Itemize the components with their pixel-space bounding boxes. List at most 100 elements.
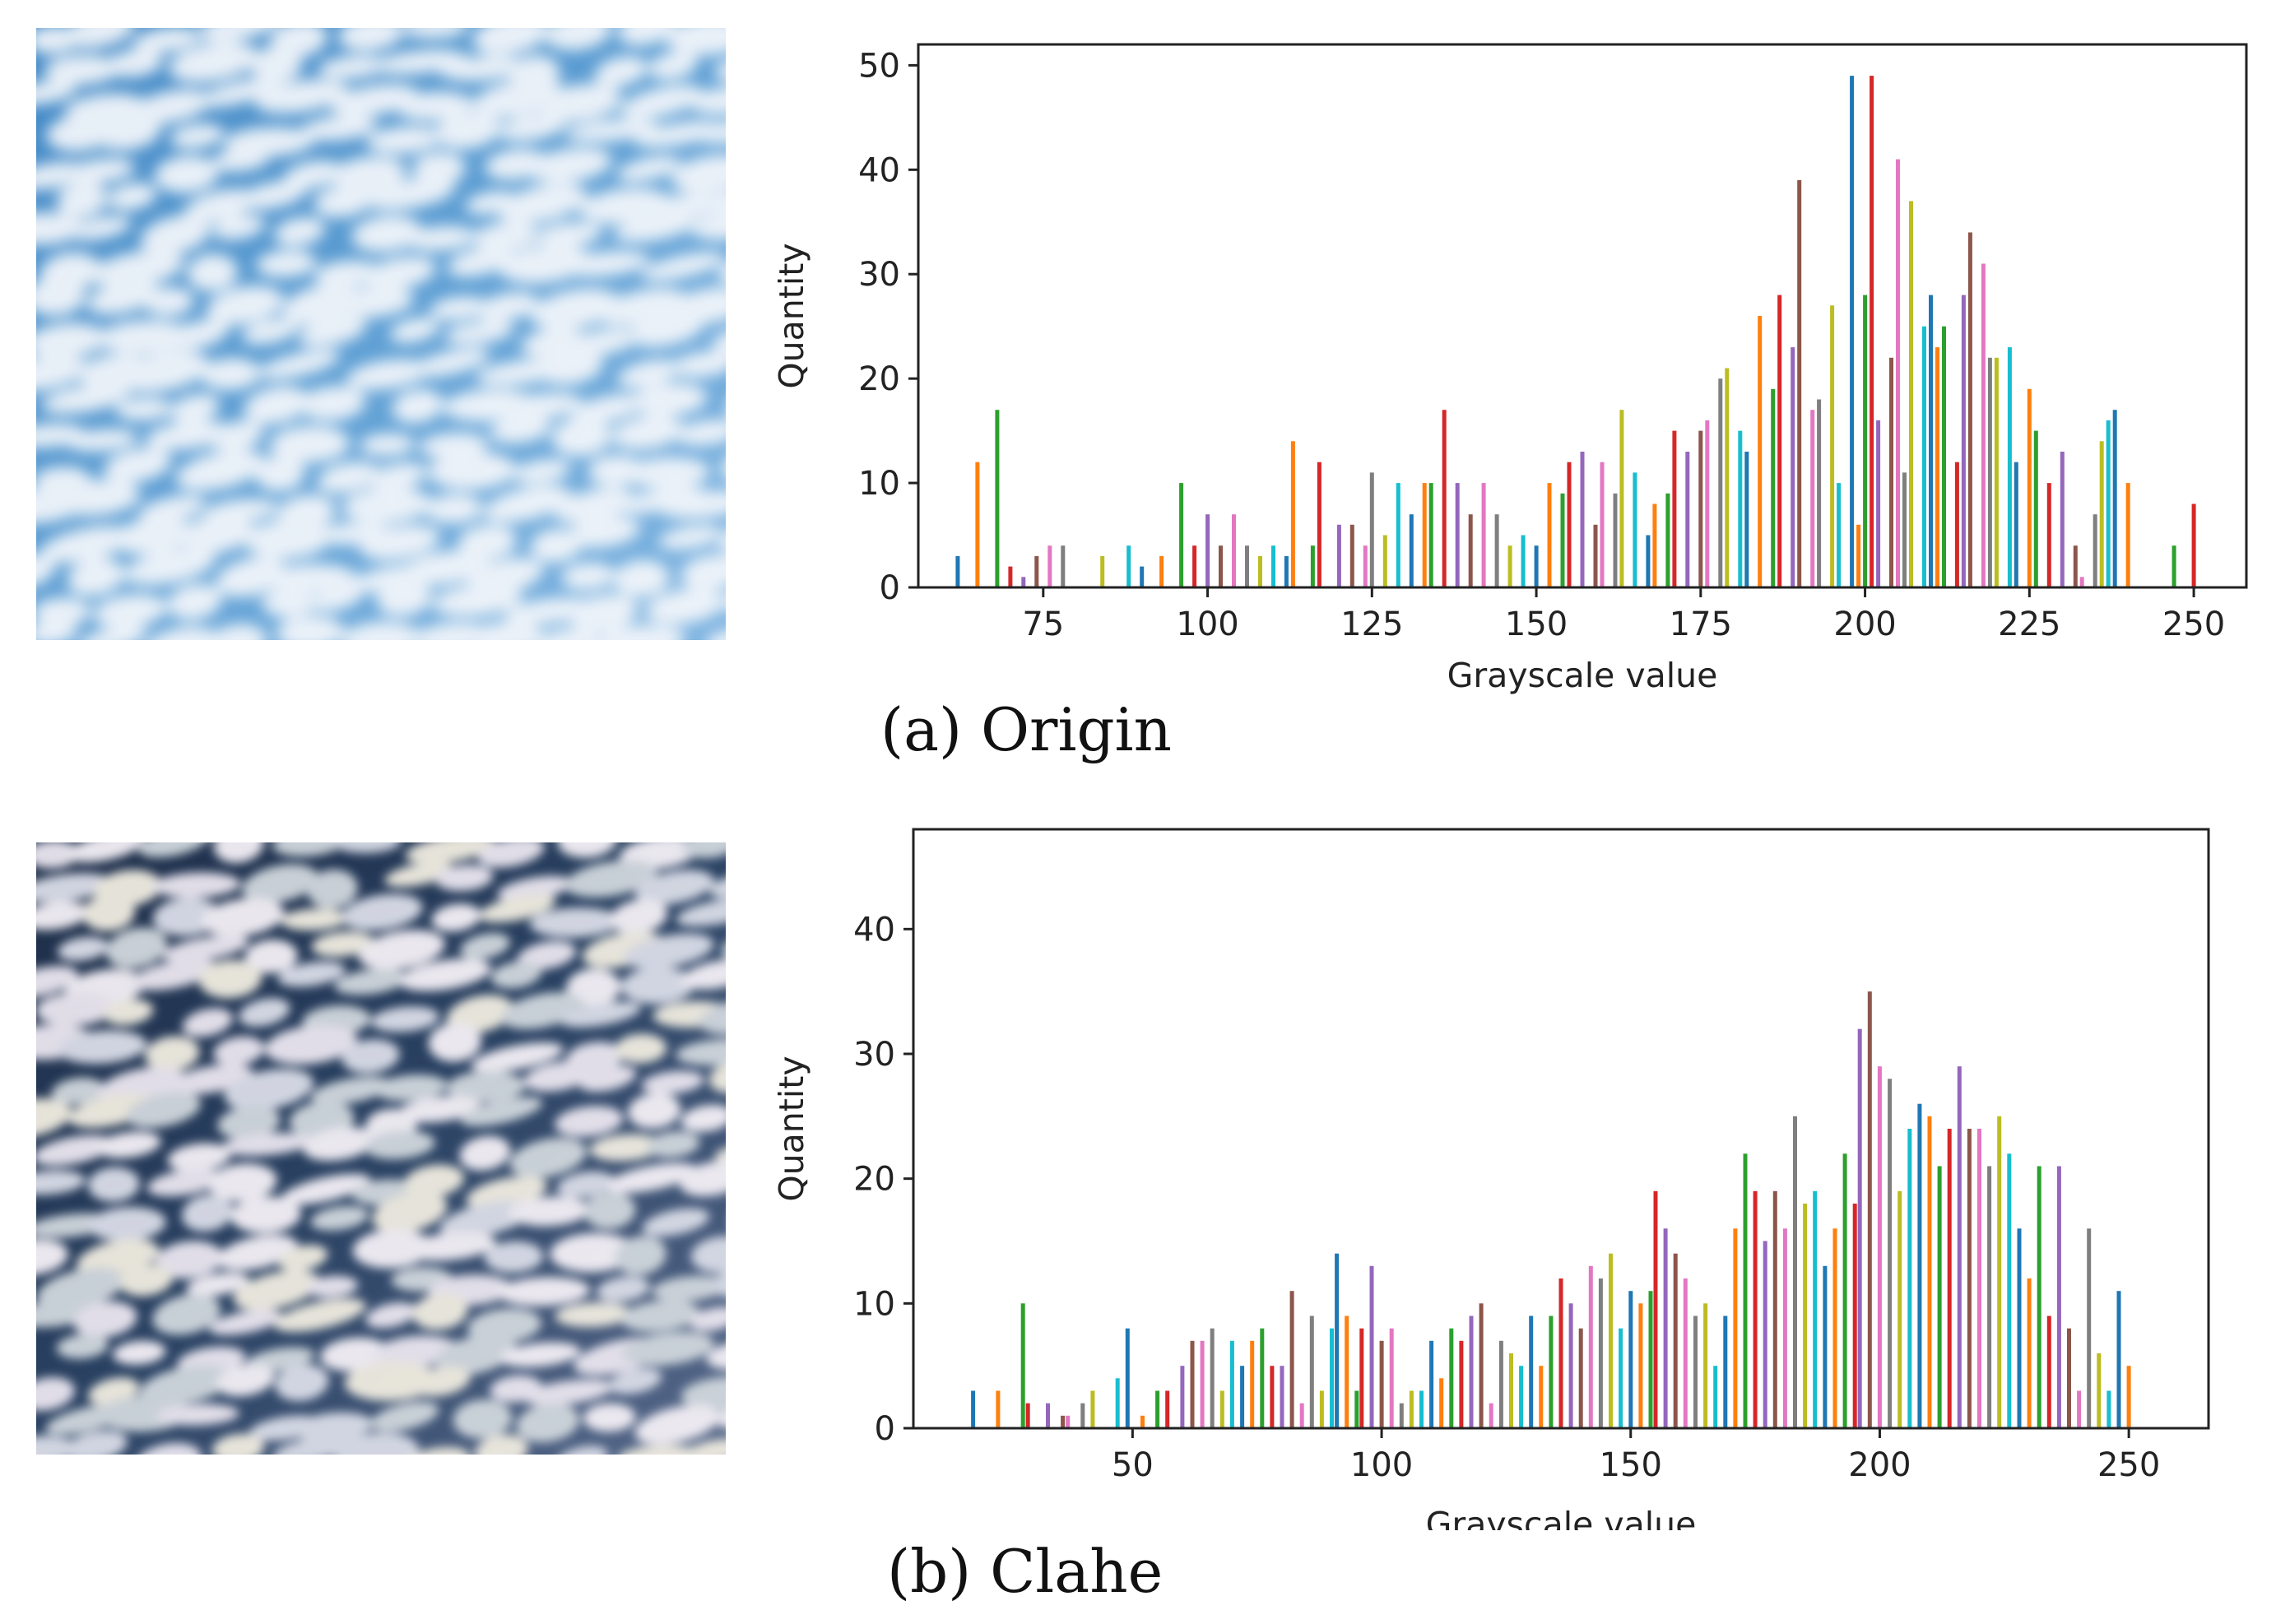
histogram-bar <box>1830 305 1835 587</box>
x-tick-label: 175 <box>1670 606 1732 643</box>
y-tick-label: 10 <box>853 1285 895 1323</box>
histogram-bar <box>1797 180 1802 587</box>
histogram-bar <box>1810 410 1815 587</box>
histogram-bar <box>1165 1390 1170 1428</box>
histogram-bar <box>1909 201 1913 587</box>
histogram-bar <box>1219 545 1223 587</box>
histogram-bar <box>1354 1390 1359 1428</box>
histogram-bar <box>2087 1228 2092 1428</box>
histogram-bar <box>1379 1340 1384 1428</box>
histogram-bar <box>1823 1265 1828 1428</box>
histogram-bar <box>1837 483 1842 587</box>
histogram-bar <box>1232 514 1236 587</box>
histogram-bar <box>1534 545 1539 587</box>
y-tick-label: 50 <box>858 47 900 85</box>
histogram-bar <box>2126 1366 2131 1428</box>
histogram-bar <box>2007 347 2012 587</box>
x-tick-label: 250 <box>2097 1446 2160 1484</box>
histogram-bar <box>1200 1340 1205 1428</box>
histogram-bar <box>1021 577 1026 587</box>
histogram-bar <box>1245 545 1249 587</box>
histogram-bar <box>996 1390 1001 1428</box>
sky-photo-clahe <box>36 842 726 1455</box>
histogram-bar <box>1363 545 1368 587</box>
histogram-bar <box>1330 1328 1334 1428</box>
histogram-bar <box>1560 493 1565 587</box>
histogram-bar <box>1468 514 1473 587</box>
y-axis-label: Quantity <box>772 243 811 388</box>
histogram-bar <box>2079 577 2084 587</box>
histogram-bar <box>1180 1366 1185 1428</box>
histogram-bar <box>1449 1328 1454 1428</box>
histogram-bar <box>1856 524 1861 587</box>
histogram-bar <box>1115 1378 1120 1428</box>
histogram-bar <box>1034 555 1039 587</box>
histogram-bar <box>2067 1328 2071 1428</box>
y-axis-ticks: 0 10 20 30 40 50 <box>858 47 918 607</box>
histogram-bar <box>1309 1315 1314 1428</box>
histogram-bar <box>1619 1328 1623 1428</box>
histogram-bar <box>2033 430 2038 587</box>
histogram-bar <box>1876 420 1881 587</box>
histogram-bars <box>971 991 2131 1428</box>
histogram-bar <box>2027 1278 2032 1428</box>
histogram-bar <box>1633 472 1637 587</box>
histogram-bar <box>1429 1340 1434 1428</box>
histogram-bar <box>1705 420 1710 587</box>
histogram-bar <box>1369 1265 1374 1428</box>
histogram-bar <box>1396 483 1400 587</box>
histogram-bar <box>1389 1328 1394 1428</box>
histogram-bar <box>1673 1253 1678 1428</box>
histogram-bar <box>1521 535 1526 587</box>
y-tick-label: 20 <box>853 1161 895 1199</box>
x-tick-label: 150 <box>1600 1446 1662 1484</box>
histogram-bar <box>1547 483 1552 587</box>
histogram-bar <box>2077 1390 2082 1428</box>
histogram-bar <box>1870 76 1874 588</box>
histogram-bar <box>2099 441 2104 587</box>
histogram-bar <box>1723 1315 1728 1428</box>
histogram-bar <box>2116 1291 2121 1428</box>
histogram-bar <box>1981 263 1986 587</box>
histogram-bar <box>1791 347 1795 587</box>
histogram-bar <box>1763 1241 1767 1428</box>
histogram-bar <box>1922 326 1926 587</box>
histogram-bar <box>2017 1228 2022 1428</box>
x-tick-label: 125 <box>1340 606 1403 643</box>
histogram-bar <box>1219 1390 1224 1428</box>
histogram-bar <box>1047 545 1052 587</box>
histogram-bar <box>1935 347 1939 587</box>
histogram-bar <box>1479 1303 1484 1428</box>
histogram-bar <box>1987 1166 1992 1428</box>
histogram-bar <box>975 462 980 587</box>
histogram-bar <box>1422 483 1427 587</box>
histogram-bar <box>1725 368 1730 587</box>
histogram-bar <box>2106 420 2111 587</box>
histogram-bar <box>2014 462 2018 587</box>
histogram-bar <box>1929 295 1933 587</box>
histogram-bar <box>1442 410 1447 587</box>
histogram-bar <box>2007 1153 2012 1428</box>
histogram-bar <box>1568 1303 1573 1428</box>
histogram-bar <box>2097 1353 2102 1428</box>
y-tick-label: 0 <box>875 1410 895 1448</box>
histogram-bar <box>1772 1190 1777 1428</box>
histogram-bar <box>2125 483 2130 587</box>
histogram-bar <box>1628 1291 1633 1428</box>
histogram-bar <box>1771 388 1776 587</box>
histogram-bar <box>1907 1129 1912 1428</box>
histogram-bar <box>1345 1315 1349 1428</box>
histogram-bar <box>1738 430 1743 587</box>
caption-clahe: (b) Clahe <box>887 1537 1164 1606</box>
x-tick-label: 225 <box>1998 606 2060 643</box>
histogram-bar <box>1459 1340 1464 1428</box>
histogram-bar <box>1126 545 1131 587</box>
histogram-bar <box>1455 483 1460 587</box>
x-tick-label: 150 <box>1505 606 1568 643</box>
histogram-bar <box>1289 1291 1294 1428</box>
histogram-bar <box>2056 1166 2061 1428</box>
histogram-bar <box>995 410 1000 587</box>
histogram-bar <box>1977 1129 1981 1428</box>
histogram-bar <box>1743 1153 1748 1428</box>
x-tick-label: 100 <box>1176 606 1238 643</box>
